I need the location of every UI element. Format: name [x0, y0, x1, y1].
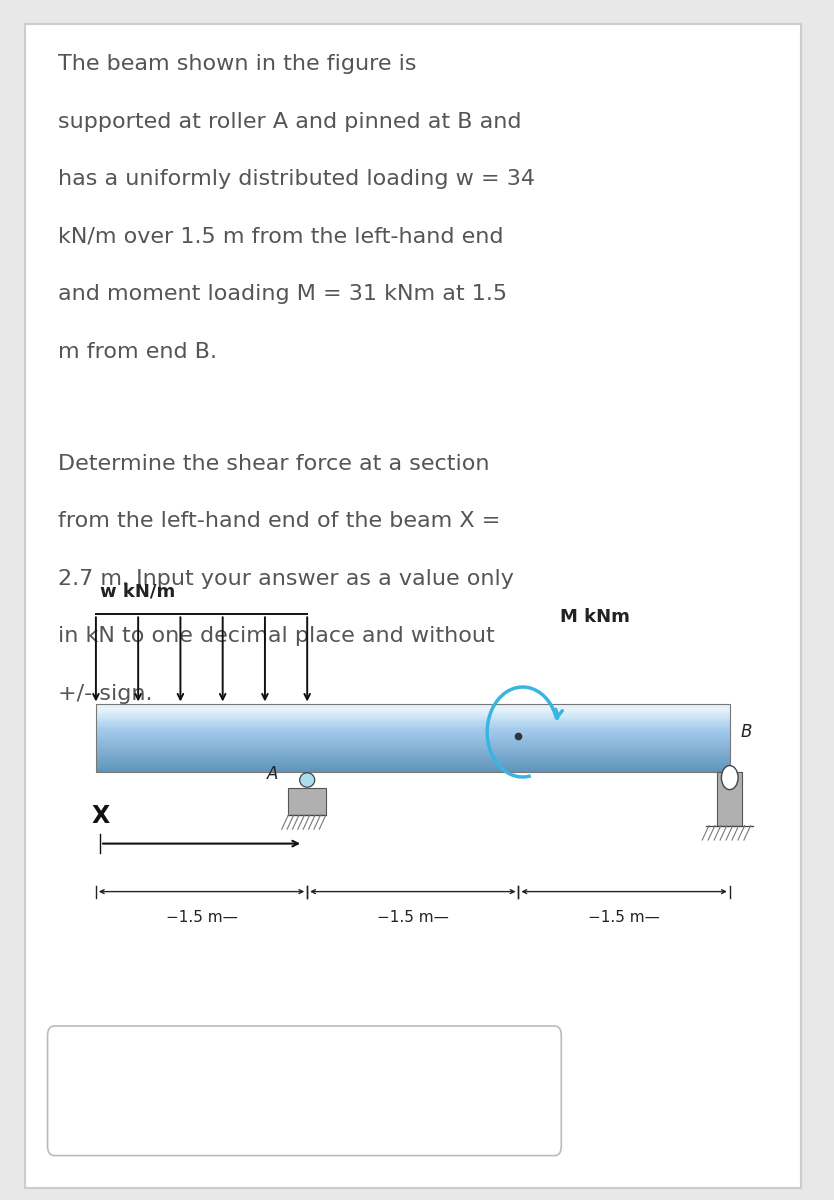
Circle shape — [721, 766, 738, 790]
Text: from the left-hand end of the beam X =: from the left-hand end of the beam X = — [58, 511, 500, 532]
Text: kN/m over 1.5 m from the left-hand end: kN/m over 1.5 m from the left-hand end — [58, 227, 504, 247]
Ellipse shape — [299, 773, 314, 787]
Text: m from end B.: m from end B. — [58, 342, 218, 362]
Text: A: A — [267, 766, 278, 782]
Text: +/- sign.: +/- sign. — [58, 684, 153, 704]
Bar — [96, 704, 730, 772]
Text: w kN/m: w kN/m — [100, 582, 175, 600]
Text: in kN to one decimal place and without: in kN to one decimal place and without — [58, 626, 495, 647]
Bar — [717, 772, 742, 826]
Text: and moment loading M = 31 kNm at 1.5: and moment loading M = 31 kNm at 1.5 — [58, 284, 508, 305]
Text: −1.5 m—: −1.5 m— — [588, 910, 660, 924]
Text: supported at roller A and pinned at B and: supported at roller A and pinned at B an… — [58, 112, 522, 132]
Text: 2.7 m. Input your answer as a value only: 2.7 m. Input your answer as a value only — [58, 569, 515, 589]
Text: −1.5 m—: −1.5 m— — [166, 910, 238, 924]
Text: The beam shown in the figure is: The beam shown in the figure is — [58, 54, 417, 74]
FancyBboxPatch shape — [25, 24, 801, 1188]
Text: M kNm: M kNm — [560, 608, 630, 626]
Text: −1.5 m—: −1.5 m— — [377, 910, 449, 924]
Bar — [289, 788, 326, 815]
Text: B: B — [741, 722, 752, 740]
Text: has a uniformly distributed loading w = 34: has a uniformly distributed loading w = … — [58, 169, 535, 190]
Text: Determine the shear force at a section: Determine the shear force at a section — [58, 454, 490, 474]
FancyBboxPatch shape — [48, 1026, 561, 1156]
Text: X: X — [92, 804, 110, 828]
